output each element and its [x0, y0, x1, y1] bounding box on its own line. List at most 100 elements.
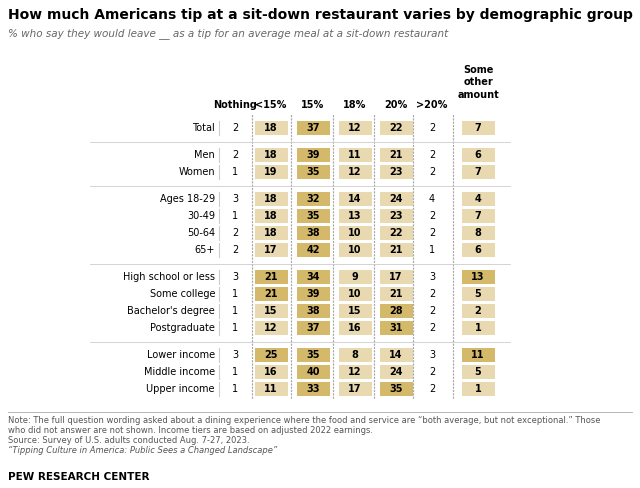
Text: Source: Survey of U.S. adults conducted Aug. 7-27, 2023.: Source: Survey of U.S. adults conducted …: [8, 436, 250, 445]
Bar: [296, 321, 330, 335]
Text: >20%: >20%: [416, 100, 448, 110]
Text: 15: 15: [348, 306, 362, 316]
Text: 21: 21: [264, 272, 278, 282]
Text: 21: 21: [389, 289, 403, 299]
Text: 12: 12: [348, 123, 362, 133]
Bar: [461, 365, 495, 379]
Bar: [380, 348, 413, 362]
Text: 2: 2: [475, 306, 481, 316]
Text: 7: 7: [475, 167, 481, 177]
Text: High school or less: High school or less: [123, 272, 215, 282]
Text: 19: 19: [264, 167, 278, 177]
Text: who did not answer are not shown. Income tiers are based on adjusted 2022 earnin: who did not answer are not shown. Income…: [8, 426, 373, 435]
Bar: [461, 287, 495, 301]
Bar: [255, 148, 287, 162]
Text: Total: Total: [192, 123, 215, 133]
Bar: [255, 209, 287, 223]
Text: 37: 37: [307, 123, 320, 133]
Text: 4: 4: [429, 194, 435, 204]
Bar: [296, 365, 330, 379]
Text: 2: 2: [429, 211, 435, 221]
Bar: [380, 226, 413, 240]
Text: 2: 2: [232, 123, 238, 133]
Text: 21: 21: [389, 150, 403, 160]
Text: 4: 4: [475, 194, 481, 204]
Bar: [380, 192, 413, 206]
Bar: [461, 148, 495, 162]
Bar: [339, 121, 371, 135]
Text: 35: 35: [389, 384, 403, 394]
Text: Middle income: Middle income: [144, 367, 215, 377]
Bar: [255, 226, 287, 240]
Bar: [380, 209, 413, 223]
Text: 2: 2: [429, 384, 435, 394]
Bar: [461, 192, 495, 206]
Text: 3: 3: [232, 194, 238, 204]
Bar: [461, 348, 495, 362]
Text: 2: 2: [429, 123, 435, 133]
Text: 2: 2: [232, 150, 238, 160]
Text: 16: 16: [348, 323, 362, 333]
Text: 16: 16: [264, 367, 278, 377]
Bar: [255, 270, 287, 284]
Text: 28: 28: [389, 306, 403, 316]
Text: 18: 18: [264, 150, 278, 160]
Bar: [339, 304, 371, 318]
Bar: [296, 226, 330, 240]
Text: Nothing: Nothing: [213, 100, 257, 110]
Bar: [255, 304, 287, 318]
Bar: [296, 348, 330, 362]
Text: 1: 1: [232, 384, 238, 394]
Bar: [339, 192, 371, 206]
Text: Some
other
amount: Some other amount: [457, 65, 499, 100]
Bar: [339, 243, 371, 257]
Bar: [461, 209, 495, 223]
Bar: [255, 287, 287, 301]
Text: 23: 23: [389, 211, 403, 221]
Bar: [339, 270, 371, 284]
Text: 39: 39: [307, 150, 320, 160]
Text: 31: 31: [389, 323, 403, 333]
Bar: [461, 243, 495, 257]
Text: 50-64: 50-64: [187, 228, 215, 238]
Bar: [296, 148, 330, 162]
Text: 15%: 15%: [301, 100, 324, 110]
Text: 1: 1: [232, 306, 238, 316]
Bar: [380, 243, 413, 257]
Bar: [296, 304, 330, 318]
Text: 12: 12: [348, 167, 362, 177]
Bar: [380, 165, 413, 179]
Bar: [339, 165, 371, 179]
Text: 22: 22: [389, 123, 403, 133]
Text: 30-49: 30-49: [187, 211, 215, 221]
Text: 1: 1: [232, 367, 238, 377]
Bar: [380, 270, 413, 284]
Text: 12: 12: [264, 323, 278, 333]
Text: 2: 2: [429, 306, 435, 316]
Bar: [255, 382, 287, 396]
Bar: [339, 226, 371, 240]
Bar: [296, 243, 330, 257]
Text: 22: 22: [389, 228, 403, 238]
Text: 2: 2: [429, 150, 435, 160]
Text: 10: 10: [348, 245, 362, 255]
Text: 3: 3: [429, 350, 435, 360]
Text: 14: 14: [389, 350, 403, 360]
Bar: [380, 287, 413, 301]
Text: 5: 5: [475, 367, 481, 377]
Text: 8: 8: [475, 228, 481, 238]
Bar: [296, 287, 330, 301]
Text: 17: 17: [389, 272, 403, 282]
Text: 21: 21: [389, 245, 403, 255]
Text: 12: 12: [348, 367, 362, 377]
Text: 11: 11: [348, 150, 362, 160]
Text: % who say they would leave __ as a tip for an average meal at a sit-down restaur: % who say they would leave __ as a tip f…: [8, 28, 448, 39]
Text: 2: 2: [429, 289, 435, 299]
Text: 25: 25: [264, 350, 278, 360]
Text: 7: 7: [475, 123, 481, 133]
Text: 7: 7: [475, 211, 481, 221]
Text: 6: 6: [475, 150, 481, 160]
Bar: [461, 165, 495, 179]
Text: PEW RESEARCH CENTER: PEW RESEARCH CENTER: [8, 472, 150, 482]
Bar: [339, 321, 371, 335]
